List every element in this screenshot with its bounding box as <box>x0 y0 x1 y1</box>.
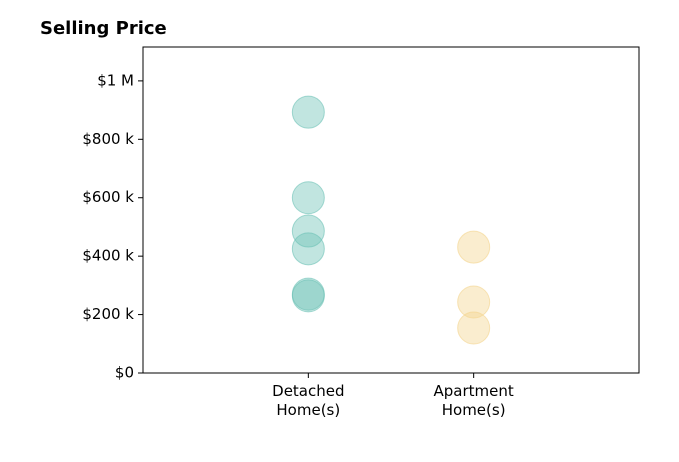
plot-frame <box>142 46 640 374</box>
point <box>291 181 325 215</box>
y-tick-label: $800 k <box>82 130 134 148</box>
point <box>291 232 325 266</box>
point <box>291 95 325 129</box>
y-tick-label: $200 k <box>82 305 134 323</box>
point <box>457 311 491 345</box>
point <box>457 285 491 319</box>
point <box>291 214 325 248</box>
x-tick-label: Detached Home(s) <box>272 382 345 419</box>
y-tick-label: $600 k <box>82 188 134 206</box>
point <box>457 230 491 264</box>
y-tick-label: $0 <box>115 364 134 382</box>
chart-title: Selling Price <box>40 18 167 39</box>
x-tick-label: Apartment Home(s) <box>433 382 514 419</box>
y-tick-label: $400 k <box>82 247 134 265</box>
point <box>291 279 325 313</box>
y-tick-label: $1 M <box>97 71 134 89</box>
